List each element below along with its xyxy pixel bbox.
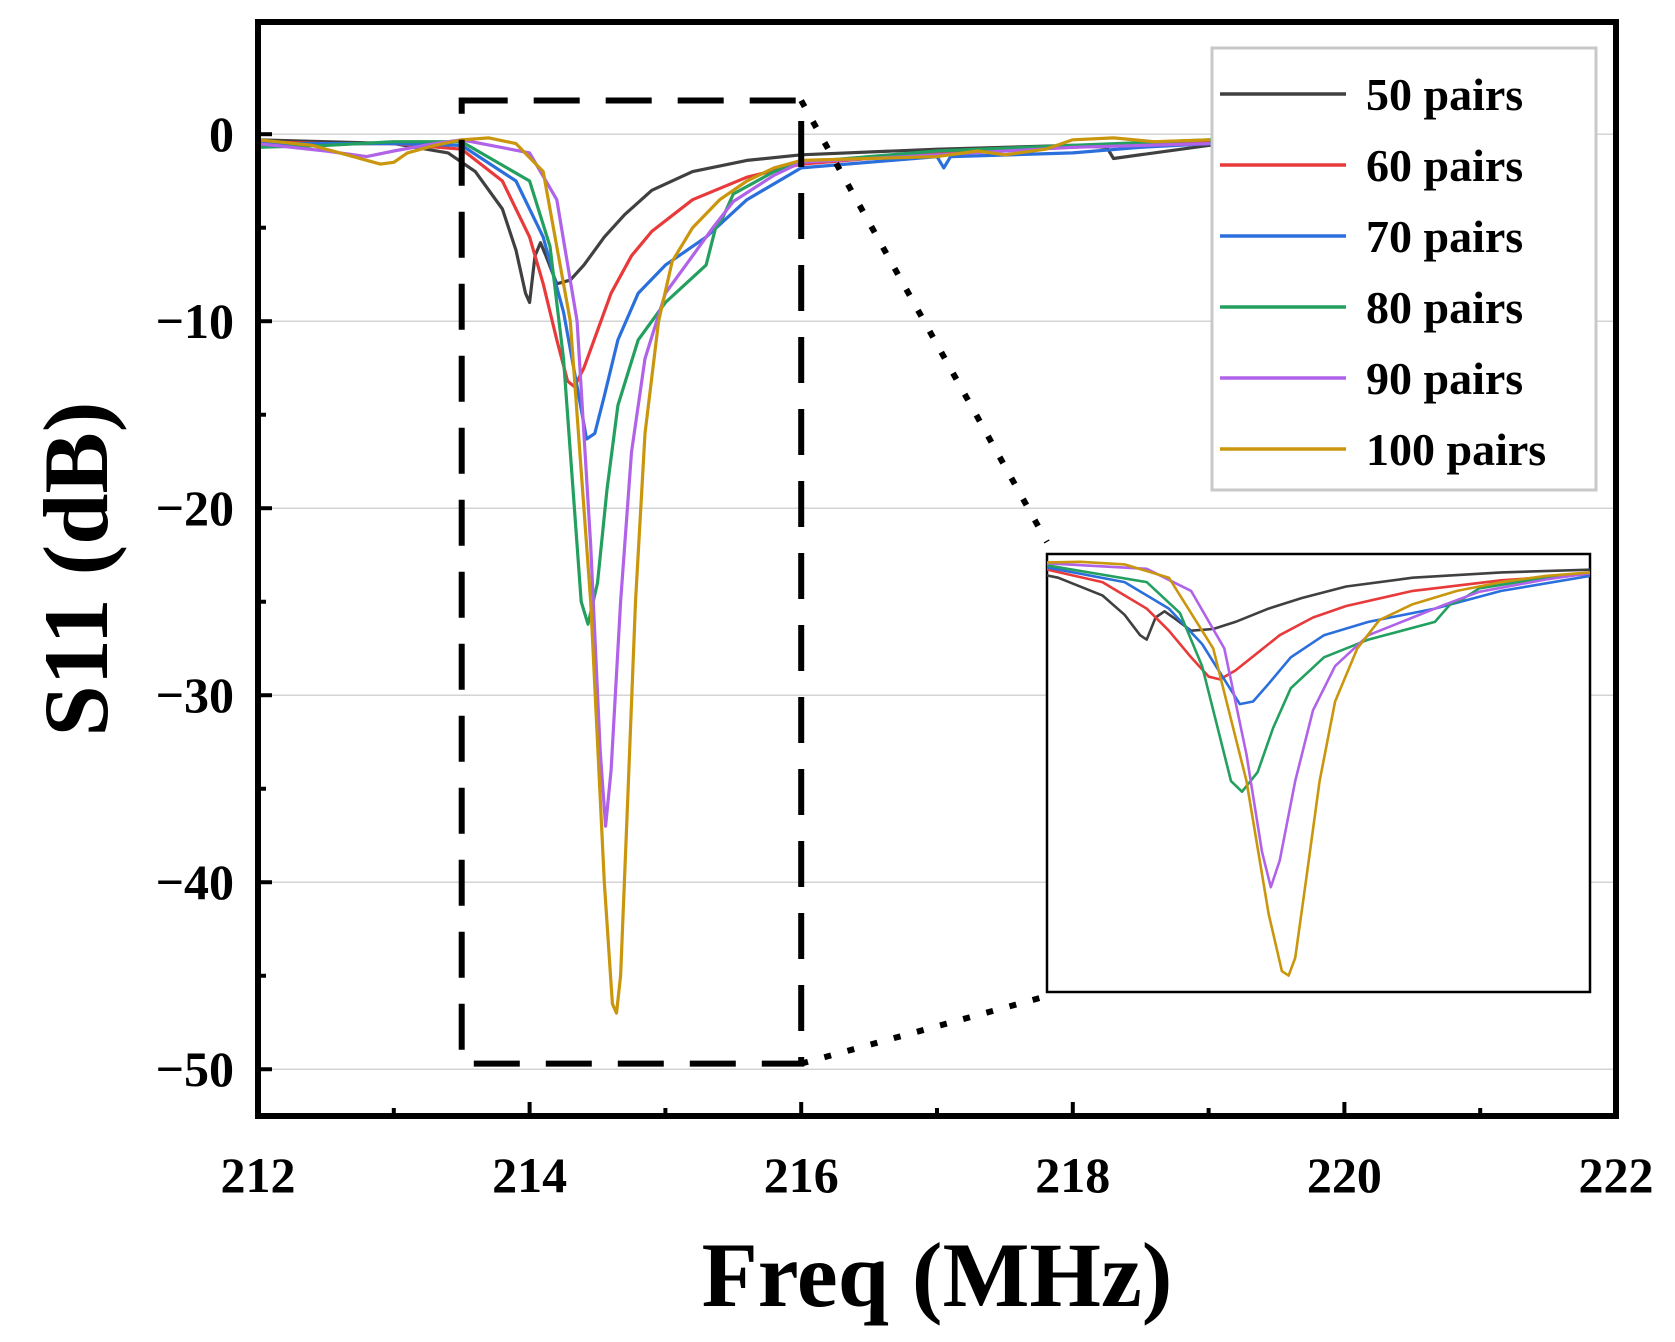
- x-tick-label-4: 220: [1307, 1147, 1382, 1203]
- zoom-indicator: [458, 97, 1050, 1067]
- y-tick-label-3: −30: [156, 667, 235, 723]
- grid-lines: [258, 133, 1616, 1070]
- legend-box: [1210, 46, 1598, 492]
- legend-label-1: 50 pairs: [1366, 69, 1523, 120]
- inset-series-line-6: [1047, 560, 1590, 977]
- inset-series-line-5: [1047, 562, 1590, 889]
- x-axis-title: Freq (MHz): [702, 1224, 1173, 1326]
- x-tick-label-3: 218: [1035, 1147, 1110, 1203]
- legend-label-6: 100 pairs: [1366, 424, 1546, 475]
- y-tick-label-5: −50: [156, 1041, 235, 1097]
- x-tick-label-1: 214: [492, 1147, 567, 1203]
- legend-label-3: 70 pairs: [1366, 211, 1523, 262]
- legend-label-2: 60 pairs: [1366, 140, 1523, 191]
- inset-frame: [1045, 552, 1592, 994]
- legend-label-4: 80 pairs: [1366, 282, 1523, 333]
- legend: 50 pairs 60 pairs 70 pairs 80 pairs 90 pairs…: [1210, 46, 1598, 492]
- inset-series-line-3: [1047, 566, 1590, 706]
- series-line-5: [258, 138, 1211, 828]
- y-tick-label-4: −40: [156, 854, 235, 910]
- y-tick-label-2: −20: [156, 480, 235, 536]
- axis-ticks: [256, 132, 1618, 1116]
- y-tick-label-1: −10: [156, 293, 235, 349]
- zoom-box: [458, 97, 805, 1067]
- series-line-3: [258, 140, 1251, 441]
- inset-plot: [1045, 552, 1592, 994]
- x-tick-label-5: 222: [1579, 1147, 1654, 1203]
- inset-series-line-2: [1047, 568, 1590, 681]
- tick-labels: 212 214 216 218 220 222 0 −10 −20 −30 −40 −50: [156, 106, 1654, 1203]
- y-axis-title: S11 (dB): [25, 402, 127, 737]
- series-line-6: [258, 136, 1211, 1015]
- inset-series-line-4: [1047, 564, 1590, 793]
- inset-series-layer: [1047, 560, 1590, 977]
- x-tick-label-0: 212: [221, 1147, 296, 1203]
- legend-entries: 50 pairs 60 pairs 70 pairs 80 pairs 90 pairs…: [1220, 69, 1546, 475]
- x-tick-label-2: 216: [764, 1147, 839, 1203]
- y-tick-label-0: 0: [209, 106, 234, 162]
- legend-label-5: 90 pairs: [1366, 353, 1523, 404]
